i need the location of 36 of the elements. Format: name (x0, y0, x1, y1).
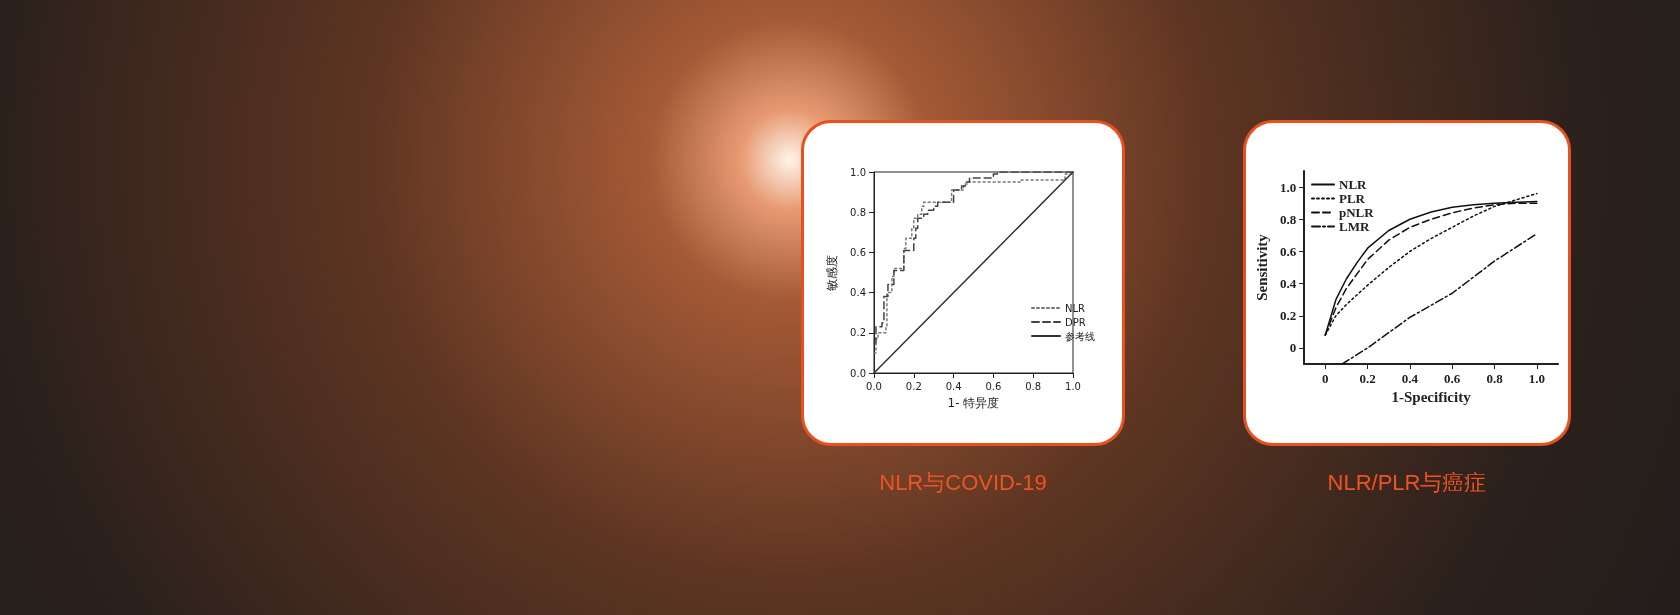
legend-label: NLR (1339, 177, 1368, 192)
legend-label: DPR (1065, 316, 1086, 328)
y-tick-label: 0.8 (850, 206, 866, 218)
x-axis-title: 1-Specificity (1391, 389, 1472, 406)
text: NLR与COVID-19 (878, 469, 1048, 497)
y-tick-label: 1.0 (850, 166, 866, 178)
legend-label: pNLR (1339, 205, 1375, 220)
y-axis-title: 敏感度 (825, 254, 839, 291)
y-tick-label: 0.4 (1279, 276, 1297, 292)
x-tick-label: 0.8 (1025, 380, 1042, 392)
legend-label: 参考线 (1065, 330, 1095, 342)
y-tick-label: 0 (1289, 340, 1297, 356)
y-tick-label: 0.2 (850, 327, 866, 339)
y-tick-label: 0.6 (850, 246, 866, 258)
x-axis-title: 1- 特异度 (947, 396, 1000, 410)
y-axis-title: Sensitivity (1253, 233, 1270, 301)
x-tick-label: 0.2 (1359, 371, 1376, 386)
y-tick-label: 0.2 (1279, 308, 1297, 324)
x-tick-label: 1.0 (1528, 371, 1545, 386)
x-tick-label: 0.8 (1486, 371, 1504, 386)
x-tick-label: 0.0 (866, 380, 882, 392)
text: NLR/PLR与癌症 (1326, 469, 1488, 497)
x-tick-label: 1.0 (1065, 380, 1081, 392)
legend-label: NLR (1065, 302, 1086, 314)
x-tick-label: 0 (1322, 371, 1329, 386)
y-tick-label: 0.6 (1279, 243, 1297, 259)
y-tick-label: 0.4 (850, 287, 866, 299)
x-tick-label: 0.4 (945, 380, 962, 392)
legend-label: LMR (1339, 219, 1370, 234)
legend-label: PLR (1339, 191, 1366, 206)
y-tick-label: 0.8 (1279, 211, 1297, 227)
y-tick-label: 1.0 (1279, 179, 1297, 195)
x-tick-label: 0.2 (905, 380, 922, 392)
x-tick-label: 0.6 (985, 380, 1002, 392)
x-tick-label: 0.4 (1401, 371, 1419, 386)
x-tick-label: 0.6 (1444, 371, 1461, 386)
